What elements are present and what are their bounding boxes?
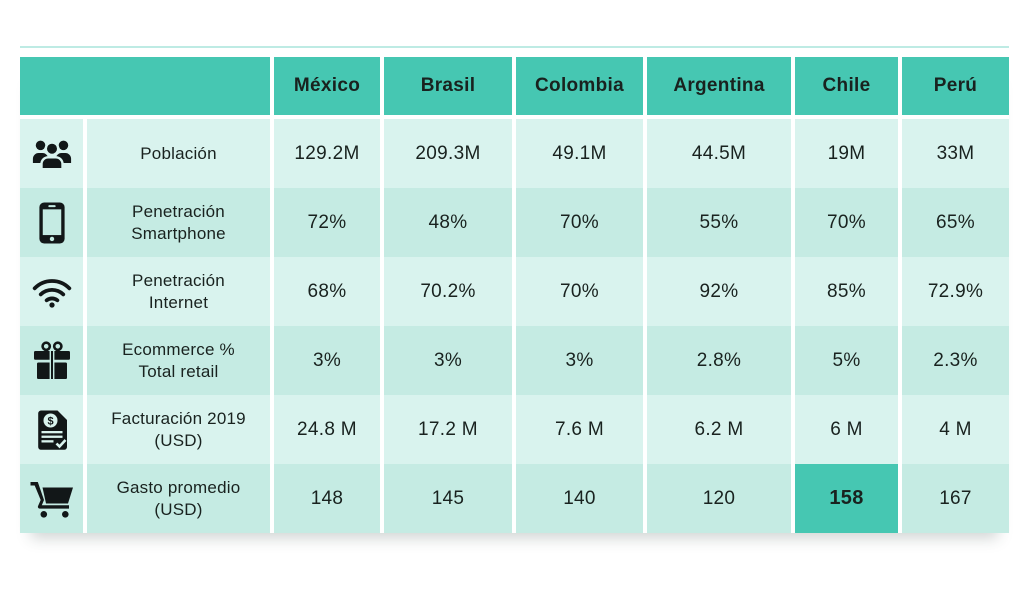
header-corner-cell bbox=[20, 57, 270, 115]
value-smartphone-chile: 70% bbox=[795, 188, 898, 257]
value-internet-brasil: 70.2% bbox=[384, 257, 512, 326]
row-label: Ecommerce % Total retail bbox=[87, 326, 270, 395]
value-gasto-brasil: 145 bbox=[384, 464, 512, 533]
cart-icon bbox=[29, 479, 75, 519]
smartphone-icon bbox=[38, 202, 66, 244]
row-label-line2: Total retail bbox=[138, 361, 219, 381]
column-header-brasil: Brasil bbox=[384, 57, 512, 115]
value-gasto-argentina: 120 bbox=[647, 464, 791, 533]
row-label-line1: Penetración bbox=[132, 201, 225, 221]
value-gasto-chile-highlighted: 158 bbox=[795, 464, 898, 533]
value-poblacion-peru: 33M bbox=[902, 119, 1009, 188]
top-divider bbox=[20, 46, 1009, 48]
row-label: Gasto promedio (USD) bbox=[87, 464, 270, 533]
value-poblacion-brasil: 209.3M bbox=[384, 119, 512, 188]
row-label-line2: (USD) bbox=[154, 430, 203, 450]
value-poblacion-chile: 19M bbox=[795, 119, 898, 188]
value-poblacion-colombia: 49.1M bbox=[516, 119, 643, 188]
column-header-argentina: Argentina bbox=[647, 57, 791, 115]
row-icon-cell bbox=[20, 188, 83, 257]
value-internet-chile: 85% bbox=[795, 257, 898, 326]
value-smartphone-colombia: 70% bbox=[516, 188, 643, 257]
value-ecommerce-mexico: 3% bbox=[274, 326, 380, 395]
row-icon-cell bbox=[20, 257, 83, 326]
row-label-line1: Gasto promedio bbox=[116, 477, 241, 497]
row-label-line1: Población bbox=[140, 143, 217, 163]
column-header-chile: Chile bbox=[795, 57, 898, 115]
row-icon-cell: $ bbox=[20, 395, 83, 464]
users-icon bbox=[31, 137, 73, 170]
row-label: Penetración Smartphone bbox=[87, 188, 270, 257]
row-label-line2: Internet bbox=[148, 292, 209, 312]
row-label-line2: (USD) bbox=[154, 499, 203, 519]
row-label: Facturación 2019 (USD) bbox=[87, 395, 270, 464]
row-icon-cell bbox=[20, 464, 83, 533]
row-label-line1: Penetración bbox=[132, 270, 225, 290]
value-ecommerce-chile: 5% bbox=[795, 326, 898, 395]
value-gasto-peru: 167 bbox=[902, 464, 1009, 533]
column-header-colombia: Colombia bbox=[516, 57, 643, 115]
row-label: Población bbox=[87, 119, 270, 188]
value-internet-mexico: 68% bbox=[274, 257, 380, 326]
comparison-table: México Brasil Colombia Argentina Chile P… bbox=[20, 57, 1009, 533]
column-header-mexico: México bbox=[274, 57, 380, 115]
value-poblacion-mexico: 129.2M bbox=[274, 119, 380, 188]
value-internet-peru: 72.9% bbox=[902, 257, 1009, 326]
column-header-peru: Perú bbox=[902, 57, 1009, 115]
value-ecommerce-colombia: 3% bbox=[516, 326, 643, 395]
value-smartphone-mexico: 72% bbox=[274, 188, 380, 257]
value-facturacion-brasil: 17.2 M bbox=[384, 395, 512, 464]
row-icon-cell bbox=[20, 119, 83, 188]
value-internet-argentina: 92% bbox=[647, 257, 791, 326]
row-label-line1: Ecommerce % bbox=[122, 339, 235, 359]
value-ecommerce-brasil: 3% bbox=[384, 326, 512, 395]
value-smartphone-peru: 65% bbox=[902, 188, 1009, 257]
row-label-line2: Smartphone bbox=[131, 223, 226, 243]
value-smartphone-argentina: 55% bbox=[647, 188, 791, 257]
gift-icon bbox=[32, 340, 72, 381]
row-label: Penetración Internet bbox=[87, 257, 270, 326]
value-facturacion-colombia: 7.6 M bbox=[516, 395, 643, 464]
invoice-icon: $ bbox=[35, 409, 69, 451]
value-ecommerce-peru: 2.3% bbox=[902, 326, 1009, 395]
row-label-line1: Facturación 2019 bbox=[111, 408, 246, 428]
value-ecommerce-argentina: 2.8% bbox=[647, 326, 791, 395]
svg-text:$: $ bbox=[47, 415, 53, 427]
value-facturacion-argentina: 6.2 M bbox=[647, 395, 791, 464]
value-facturacion-peru: 4 M bbox=[902, 395, 1009, 464]
row-icon-cell bbox=[20, 326, 83, 395]
value-poblacion-argentina: 44.5M bbox=[647, 119, 791, 188]
value-smartphone-brasil: 48% bbox=[384, 188, 512, 257]
wifi-icon bbox=[31, 276, 73, 308]
value-gasto-mexico: 148 bbox=[274, 464, 380, 533]
value-gasto-colombia: 140 bbox=[516, 464, 643, 533]
value-facturacion-chile: 6 M bbox=[795, 395, 898, 464]
value-facturacion-mexico: 24.8 M bbox=[274, 395, 380, 464]
value-internet-colombia: 70% bbox=[516, 257, 643, 326]
